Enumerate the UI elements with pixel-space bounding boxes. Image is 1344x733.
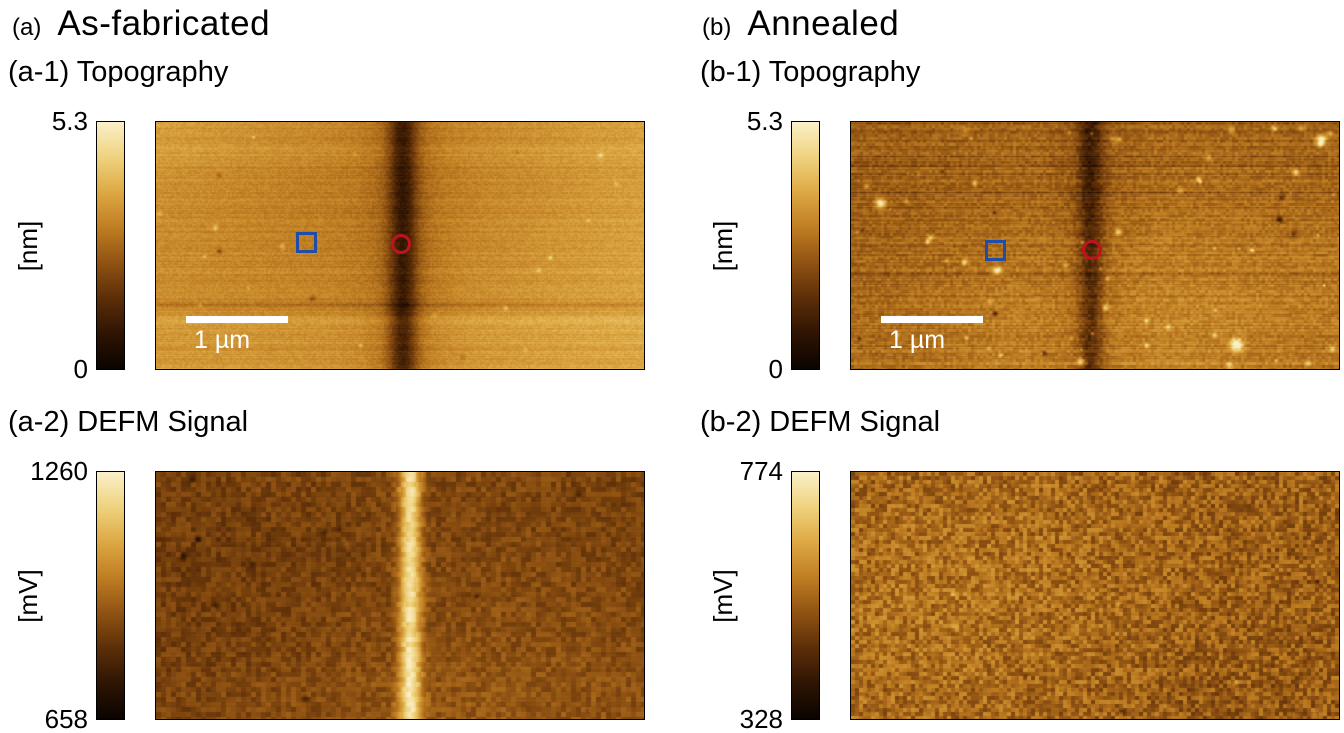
colorbar-unit-label: [nm] [13, 220, 43, 272]
afm-scan-canvas [851, 472, 1339, 719]
topography-image-b1: 1 µm [850, 121, 1340, 370]
scalebar-label: 1 µm [889, 326, 946, 354]
subpanel-b2: 774 328 [mV] [695, 456, 1344, 733]
scalebar: 1 µm [186, 316, 288, 355]
defm-image-a2 [155, 471, 645, 720]
colorbar-min-label: 0 [73, 354, 88, 384]
red-circle-marker [1082, 240, 1102, 260]
blue-square-marker [296, 232, 317, 253]
panel-a-title: (a) As-fabricated [12, 4, 270, 44]
afm-scan-canvas [156, 472, 644, 719]
scalebar-line [186, 316, 288, 323]
colorbar-gradient [96, 471, 125, 720]
subpanel-a1-label: (a-1) Topography [8, 56, 229, 88]
colorbar-unit-label: [mV] [13, 569, 43, 623]
subpanel-a1: 5.3 0 [nm] 1 µm [0, 106, 672, 406]
scalebar: 1 µm [881, 316, 983, 355]
colorbar-max-label: 774 [739, 456, 783, 486]
blue-square-marker [985, 240, 1006, 261]
subpanel-b2-label: (b-2) DEFM Signal [700, 406, 941, 438]
colorbar-unit-label: [nm] [708, 220, 738, 272]
colorbar-max-label: 5.3 [746, 106, 783, 136]
defm-image-b2 [850, 471, 1340, 720]
colorbar-max-label: 1260 [30, 456, 88, 486]
colorbar-min-label: 0 [768, 354, 783, 384]
panel-b-tag: (b) [702, 14, 732, 41]
subpanel-b1-label: (b-1) Topography [700, 56, 921, 88]
panel-a-tag: (a) [12, 14, 42, 41]
colorbar-gradient [791, 471, 820, 720]
colorbar-max-label: 5.3 [51, 106, 88, 136]
subpanel-a2: 1260 658 [mV] [0, 456, 672, 733]
scalebar-label: 1 µm [194, 326, 251, 354]
panel-b-title: (b) Annealed [702, 4, 899, 44]
panel-b-name: Annealed [747, 4, 900, 43]
red-circle-marker [391, 234, 411, 254]
colorbar-unit-label: [mV] [708, 569, 738, 623]
colorbar-gradient [791, 121, 820, 370]
topography-image-a1: 1 µm [155, 121, 645, 370]
subpanel-a2-label: (a-2) DEFM Signal [8, 406, 249, 438]
colorbar-min-label: 328 [739, 704, 783, 733]
colorbar-gradient [96, 121, 125, 370]
subpanel-b1: 5.3 0 [nm] 1 µm [695, 106, 1344, 406]
panel-a-name: As-fabricated [57, 4, 271, 43]
colorbar-min-label: 658 [44, 704, 88, 733]
scalebar-line [881, 316, 983, 323]
